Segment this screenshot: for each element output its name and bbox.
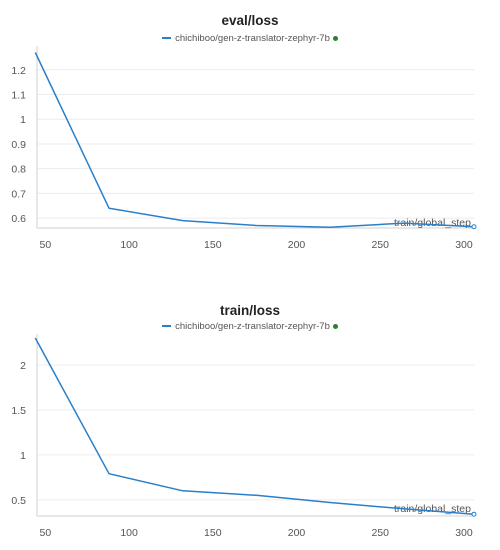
x-tick-label: 300 [455,239,473,251]
x-tick-label: 200 [288,527,306,539]
legend[interactable]: chichiboo/gen-z-translator-zephyr-7b [0,321,500,332]
y-tick-label: 1 [20,450,26,462]
eval-loss-panel: eval/loss chichiboo/gen-z-translator-zep… [0,0,500,251]
legend-line-swatch [162,37,172,40]
x-tick-label: 50 [40,527,52,539]
x-tick-label: 100 [120,239,138,251]
x-tick-label: 250 [371,527,389,539]
x-tick-label: 100 [120,527,138,539]
series-end-marker [471,511,477,517]
y-tick-label: 0.8 [11,164,26,176]
y-tick-label: 1.5 [11,405,26,417]
series-line [34,52,475,229]
y-tick-label: 1.2 [11,65,26,77]
x-tick-label: 150 [204,527,222,539]
series-end-marker [471,224,477,230]
eval-loss-plot[interactable]: 0.60.70.80.911.11.250 100 150 200 250 300trai… [0,0,500,251]
y-tick-label: 0.9 [11,139,26,151]
y-tick-label: 1 [20,114,26,126]
y-tick-label: 2 [20,360,26,372]
x-tick-label: 200 [288,239,306,251]
x-tick-label: 250 [371,239,389,251]
chart-title: eval/loss [221,13,279,28]
status-dot-icon [332,35,338,41]
train-loss-panel: train/loss chichiboo/gen-z-translator-ze… [0,290,500,550]
y-tick-label: 0.6 [11,213,26,225]
x-tick-label: 150 [204,239,222,251]
y-tick-label: 0.7 [11,188,26,200]
y-tick-label: 1.1 [11,90,26,102]
legend[interactable]: chichiboo/gen-z-translator-zephyr-7b [0,33,500,44]
legend-series-name: chichiboo/gen-z-translator-zephyr-7b [175,33,330,44]
y-tick-label: 0.5 [11,495,26,507]
x-tick-label: 300 [455,527,473,539]
legend-series-name: chichiboo/gen-z-translator-zephyr-7b [175,321,330,332]
status-dot-icon [332,323,338,329]
x-tick-label: 50 [40,239,52,251]
series-line [34,337,475,515]
legend-line-swatch [162,325,172,328]
chart-title: train/loss [219,303,281,318]
